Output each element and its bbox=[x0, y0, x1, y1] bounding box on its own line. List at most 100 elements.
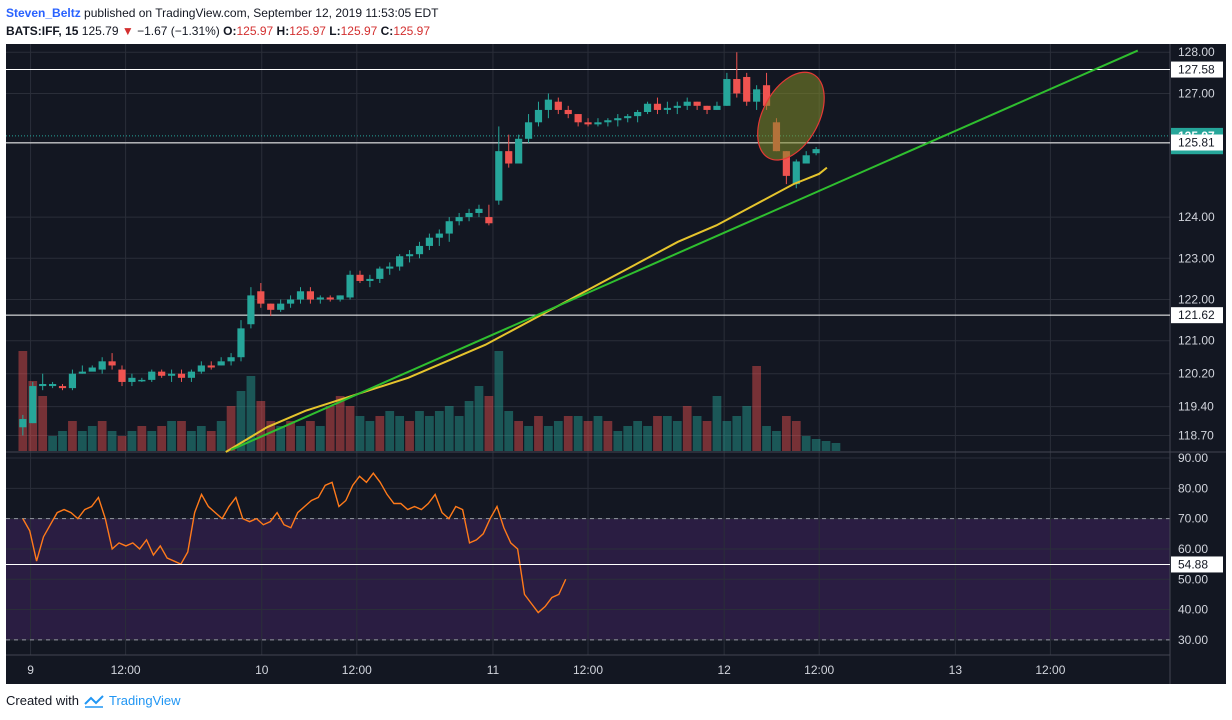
chart-canvas[interactable]: 9 12:00 10 12:00 11 12:00 12 12:00 13 12:00 128.00… bbox=[0, 0, 1232, 688]
volume-bar bbox=[375, 416, 385, 451]
volume-bar bbox=[365, 421, 375, 451]
time-tick-label: 9 bbox=[27, 663, 34, 677]
candle-body bbox=[277, 303, 285, 310]
volume-bar bbox=[791, 421, 801, 451]
time-tick-label: 12:00 bbox=[573, 663, 603, 677]
volume-bar bbox=[464, 401, 474, 451]
volume-bar bbox=[157, 426, 167, 451]
volume-bar bbox=[137, 426, 147, 451]
price-level-label-bg bbox=[1171, 134, 1223, 151]
candle-body bbox=[396, 256, 404, 267]
candle-body bbox=[584, 122, 592, 125]
time-tick-label: 12:00 bbox=[111, 663, 141, 677]
candle-body bbox=[733, 79, 741, 94]
volume-bar bbox=[216, 421, 226, 451]
rsi-line[interactable] bbox=[22, 472, 567, 614]
candle-body bbox=[743, 76, 751, 102]
volume-bar bbox=[782, 416, 791, 451]
last-price: 125.79 bbox=[81, 24, 119, 38]
highlight-ellipse[interactable] bbox=[744, 61, 838, 171]
price-change: −1.67 (−1.31%) bbox=[137, 24, 220, 38]
candle-body bbox=[88, 367, 96, 372]
volume-bar bbox=[762, 426, 771, 451]
candle-body bbox=[594, 122, 602, 125]
candle-body bbox=[415, 245, 424, 255]
volume-bar bbox=[286, 421, 295, 451]
volume-bar bbox=[801, 436, 811, 451]
rsi-tick-label: 30.00 bbox=[1178, 633, 1208, 647]
volume-bar bbox=[256, 401, 266, 451]
price-tick-label: 128.00 bbox=[1178, 45, 1215, 59]
candle-body bbox=[237, 328, 245, 358]
volume-bar bbox=[831, 443, 841, 451]
candle-body bbox=[177, 373, 186, 378]
volume-bar bbox=[18, 351, 28, 451]
candle-body bbox=[643, 103, 652, 112]
candle-body bbox=[227, 357, 235, 362]
volume-bar bbox=[623, 426, 633, 451]
candle-body bbox=[138, 379, 146, 382]
volume-bar bbox=[355, 416, 365, 451]
trendline[interactable] bbox=[230, 49, 1139, 451]
volume-bar bbox=[117, 436, 127, 451]
candle-body bbox=[19, 419, 27, 428]
volume-bar bbox=[573, 416, 583, 451]
candle-body bbox=[58, 386, 67, 389]
volume-bar bbox=[206, 431, 216, 451]
volume-bar bbox=[702, 421, 712, 451]
volume-bar bbox=[692, 416, 702, 451]
candle-body bbox=[475, 208, 483, 213]
volume-bar bbox=[306, 421, 315, 451]
candle-body bbox=[167, 373, 176, 376]
close-value: 125.97 bbox=[393, 24, 431, 38]
time-axis[interactable] bbox=[6, 655, 1170, 684]
candle-body bbox=[118, 369, 126, 382]
candle-body bbox=[29, 386, 37, 424]
volume-bar bbox=[593, 416, 603, 451]
candle-body bbox=[386, 266, 394, 269]
volume-bar bbox=[663, 416, 672, 451]
candle-body bbox=[257, 291, 265, 304]
candle-body bbox=[554, 101, 562, 110]
author-link[interactable]: Steven_Beltz bbox=[6, 6, 81, 20]
volume-bar bbox=[395, 416, 405, 451]
candle-body bbox=[782, 151, 790, 176]
candle-body bbox=[683, 101, 691, 106]
open-value: 125.97 bbox=[236, 24, 274, 38]
candle-body bbox=[445, 221, 453, 234]
volume-bar bbox=[484, 396, 494, 451]
symbol-label[interactable]: BATS:IFF, 15 bbox=[6, 24, 79, 38]
candle-body bbox=[68, 373, 77, 389]
volume-bar bbox=[653, 416, 662, 451]
volume-bar bbox=[405, 421, 414, 451]
rsi-tick-label: 60.00 bbox=[1178, 542, 1208, 556]
volume-bar bbox=[613, 431, 623, 451]
volume-bar bbox=[672, 421, 682, 451]
volume-bar bbox=[821, 441, 831, 451]
down-arrow-icon: ▼ bbox=[121, 24, 134, 38]
candle-body bbox=[713, 105, 721, 110]
rsi-tick-label: 90.00 bbox=[1178, 451, 1208, 465]
candle-body bbox=[376, 268, 384, 279]
volume-bar bbox=[167, 421, 176, 451]
volume-bar bbox=[415, 411, 424, 451]
volume-bar bbox=[177, 421, 186, 451]
rsi-tick-label: 80.00 bbox=[1178, 481, 1208, 495]
volume-bar bbox=[77, 431, 87, 451]
tradingview-brand[interactable]: TradingView bbox=[108, 693, 181, 708]
volume-bar bbox=[732, 416, 742, 451]
candle-body bbox=[574, 114, 582, 123]
time-tick-label: 11 bbox=[487, 663, 500, 677]
volume-bar bbox=[563, 416, 573, 451]
candle-body bbox=[505, 151, 513, 164]
candle-body bbox=[306, 291, 315, 300]
candle-body bbox=[346, 274, 354, 298]
publish-line: Steven_Beltz published on TradingView.co… bbox=[6, 6, 439, 20]
candle-body bbox=[247, 295, 255, 325]
candle-body bbox=[217, 361, 225, 366]
candle-body bbox=[634, 112, 642, 117]
volume-bar bbox=[335, 396, 345, 451]
candle-body bbox=[653, 103, 662, 110]
volume-bar bbox=[236, 391, 246, 451]
low-value: 125.97 bbox=[340, 24, 378, 38]
